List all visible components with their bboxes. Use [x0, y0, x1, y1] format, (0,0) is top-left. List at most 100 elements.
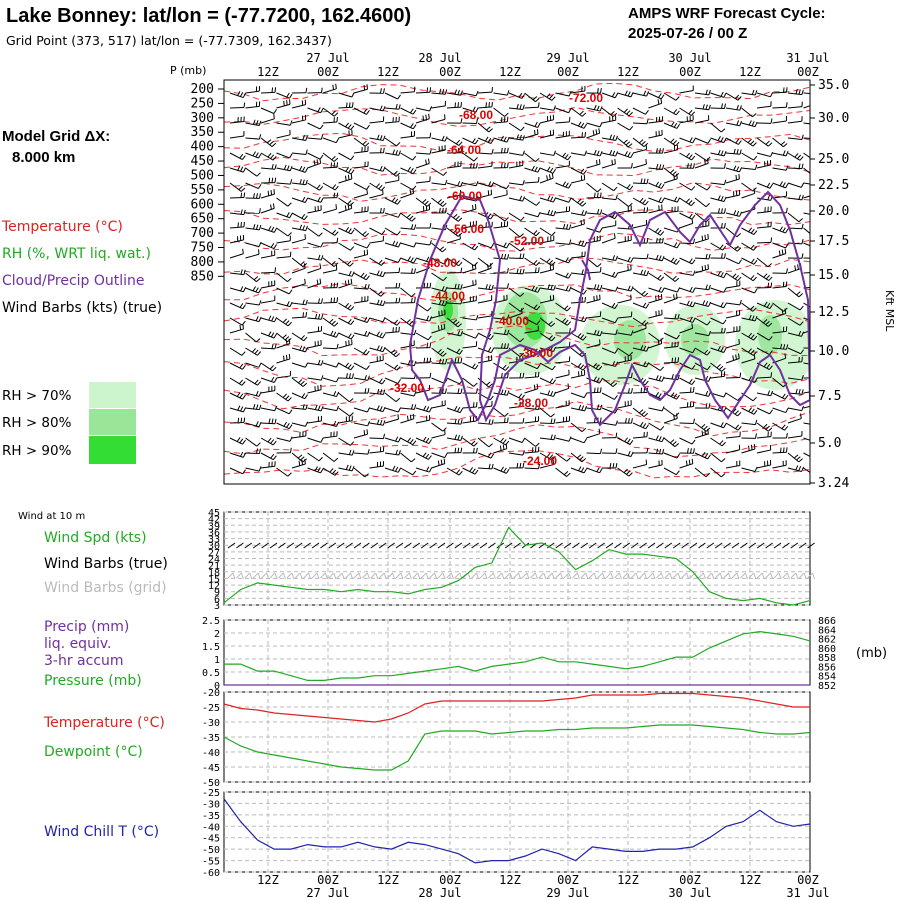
wind-barb-flag	[584, 241, 588, 247]
wind-barb-flag	[597, 88, 599, 94]
wind-barb	[648, 209, 663, 214]
wind-barb	[493, 448, 507, 454]
wind-barb	[787, 197, 802, 201]
wind-barb-flag	[770, 237, 773, 243]
wind-barb-flag	[347, 318, 352, 324]
wind-barb-flag	[797, 154, 802, 160]
top-hour-label: 00Z	[439, 65, 461, 79]
wind-barb-flag	[716, 364, 721, 369]
wind-barb	[462, 268, 477, 274]
wind-barb	[291, 435, 306, 439]
wind-barb-flag	[688, 213, 693, 219]
top-hour-label: 00Z	[797, 65, 819, 79]
y-tick-label: -40	[202, 822, 220, 833]
wind-barb-flag	[611, 212, 616, 218]
wind-barb	[725, 178, 740, 184]
wind-barb	[245, 332, 257, 343]
wind-barb-flag	[347, 304, 352, 310]
wind-barb-flag	[522, 462, 525, 468]
wind-barb-flag	[269, 141, 274, 146]
wind-barb-flag	[287, 277, 292, 283]
wind-barb	[756, 137, 769, 147]
wind-barb-flag	[412, 124, 417, 130]
wind-barb	[772, 195, 787, 199]
wind-barb-flag	[457, 89, 460, 95]
wind-barb	[601, 237, 616, 244]
wind-barb-flag	[750, 334, 755, 339]
temperature-contour	[224, 424, 810, 458]
wind-barb	[648, 362, 661, 371]
wind-barb-grid	[501, 572, 505, 580]
wind-barb	[229, 392, 243, 400]
wind-barb-flag	[686, 300, 690, 306]
wind-barb	[508, 332, 521, 343]
wind-barb-flag	[659, 366, 665, 371]
wind-barb	[524, 347, 538, 355]
wind-barb-flag	[596, 105, 600, 111]
wind-barb-flag	[569, 328, 571, 334]
wind-barb	[524, 106, 539, 109]
wind-barb	[694, 92, 709, 96]
wind-barbs-true-label: Wind Barbs (true)	[44, 556, 168, 572]
wind-barb	[524, 287, 538, 293]
wind-barb-flag	[239, 379, 244, 385]
wind-barb-flag	[781, 393, 786, 399]
wind-barb-flag	[796, 291, 801, 296]
wind-barb-flag	[767, 263, 772, 268]
wind-barb	[415, 209, 430, 214]
wind-barb-flag	[646, 118, 649, 124]
wind-barb	[663, 287, 678, 293]
wind-barb-true	[664, 542, 673, 549]
y-tick-label: 15	[208, 574, 220, 585]
wind-barb-grid	[496, 572, 503, 579]
wind-barb-flag	[365, 185, 370, 190]
wind-barb-flag	[670, 392, 675, 397]
wind-barb	[679, 463, 693, 469]
wind-barb-flag	[274, 343, 277, 350]
wind-barb-flag	[599, 330, 603, 336]
wind-barb-flag	[320, 242, 324, 248]
wind-barb-flag	[349, 412, 354, 417]
wind-barb-flag	[457, 283, 460, 289]
wind-barb-flag	[345, 227, 350, 232]
wind-barb-flag	[801, 163, 804, 169]
wind-barb-true	[731, 542, 740, 549]
wind-barb-flag	[376, 331, 380, 337]
wind-barb	[353, 300, 368, 304]
wind-barb	[493, 392, 508, 396]
wind-barb	[617, 332, 632, 336]
wind-barb-true	[790, 542, 799, 549]
top-date-label: 27 Jul	[306, 51, 349, 65]
wind-barb-flag	[240, 187, 246, 192]
wind-barb-flag	[817, 134, 818, 139]
wind-barb-flag	[469, 467, 474, 472]
wind-barb-flag	[507, 283, 509, 289]
wind-barb-flag	[701, 235, 704, 241]
wind-barb-flag	[316, 184, 321, 189]
wind-barb-flag	[704, 453, 709, 458]
wind-barb-flag	[329, 318, 334, 324]
wind-barb	[694, 107, 709, 111]
y-tick-label: 6	[214, 594, 220, 605]
wind-barb-flag	[475, 333, 479, 339]
bottom-hour-label: 00Z	[679, 873, 701, 887]
wind-barb-flag	[272, 455, 277, 460]
wind-barb-flag	[676, 243, 681, 249]
wind-barb-flag	[612, 271, 616, 277]
wind-barb-flag	[349, 262, 354, 267]
wind-barb-flag	[366, 110, 370, 115]
wind-chill-line	[223, 798, 811, 864]
wind-barb-flag	[565, 224, 569, 230]
wind-barb-flag	[645, 159, 647, 165]
temperature-contour	[224, 325, 810, 357]
wind-barb-flag	[395, 353, 400, 358]
wind-barb	[803, 422, 810, 425]
wind-barb-grid	[740, 572, 746, 579]
wind-barb-flag	[675, 141, 680, 147]
wind-barb	[493, 137, 508, 143]
wind-barb	[741, 407, 755, 415]
height-tick-label: 15.0	[818, 268, 849, 283]
wind-barb	[229, 467, 243, 475]
wind-barb	[322, 107, 335, 117]
wind-barb	[260, 242, 275, 250]
